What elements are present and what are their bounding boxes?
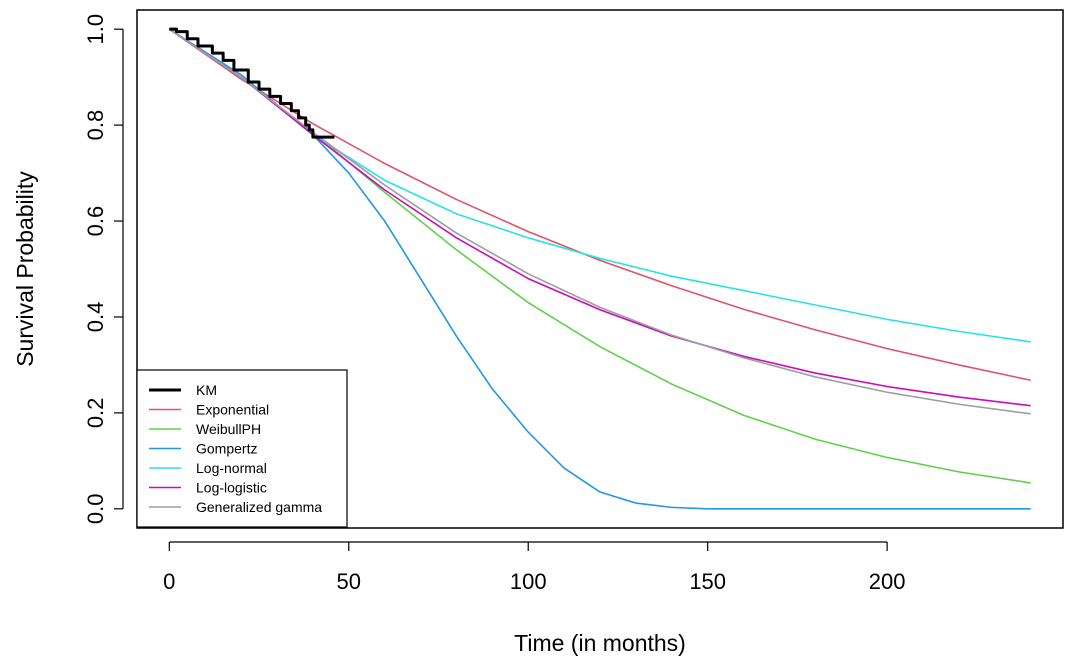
x-tick-label: 0 [163, 569, 175, 594]
series-line-generalized-gamma [168, 28, 1031, 415]
axes-layer: 0 50 100 150 200 0.0 0.2 0.4 0.6 0.8 1.0 [83, 14, 905, 594]
legend-label: Generalized gamma [196, 499, 322, 515]
legend-label: Gompertz [196, 441, 257, 457]
y-tick-label: 0.4 [83, 302, 108, 333]
x-tick-label: 50 [337, 569, 361, 594]
series-layer [168, 27, 1031, 510]
y-tick-label: 0.8 [83, 110, 108, 141]
x-tick-label: 150 [689, 569, 726, 594]
series-line-km [169, 27, 335, 139]
legend: KM Exponential WeibullPH Gompertz Log-normal… [136, 369, 348, 528]
x-axis-title: Time (in months) [514, 630, 686, 656]
y-tick-label: 0.6 [83, 206, 108, 237]
legend-label: Log-logistic [196, 480, 267, 496]
legend-label: KM [196, 382, 217, 398]
legend-label: Exponential [196, 402, 269, 418]
x-tick-label: 200 [869, 569, 906, 594]
legend-label: WeibullPH [196, 421, 261, 437]
y-axis-title: Survival Probability [12, 171, 38, 367]
series-line-exponential [168, 28, 1031, 382]
y-tick-label: 1.0 [83, 14, 108, 45]
x-tick-label: 100 [510, 569, 547, 594]
series-line-log-logistic [168, 28, 1031, 407]
series-line-gompertz [168, 28, 1031, 510]
plot-frame [136, 9, 1064, 529]
legend-label: Log-normal [196, 460, 267, 476]
y-tick-label: 0.2 [83, 398, 108, 429]
y-tick-label: 0.0 [83, 494, 108, 525]
series-line-log-normal [168, 28, 1031, 343]
